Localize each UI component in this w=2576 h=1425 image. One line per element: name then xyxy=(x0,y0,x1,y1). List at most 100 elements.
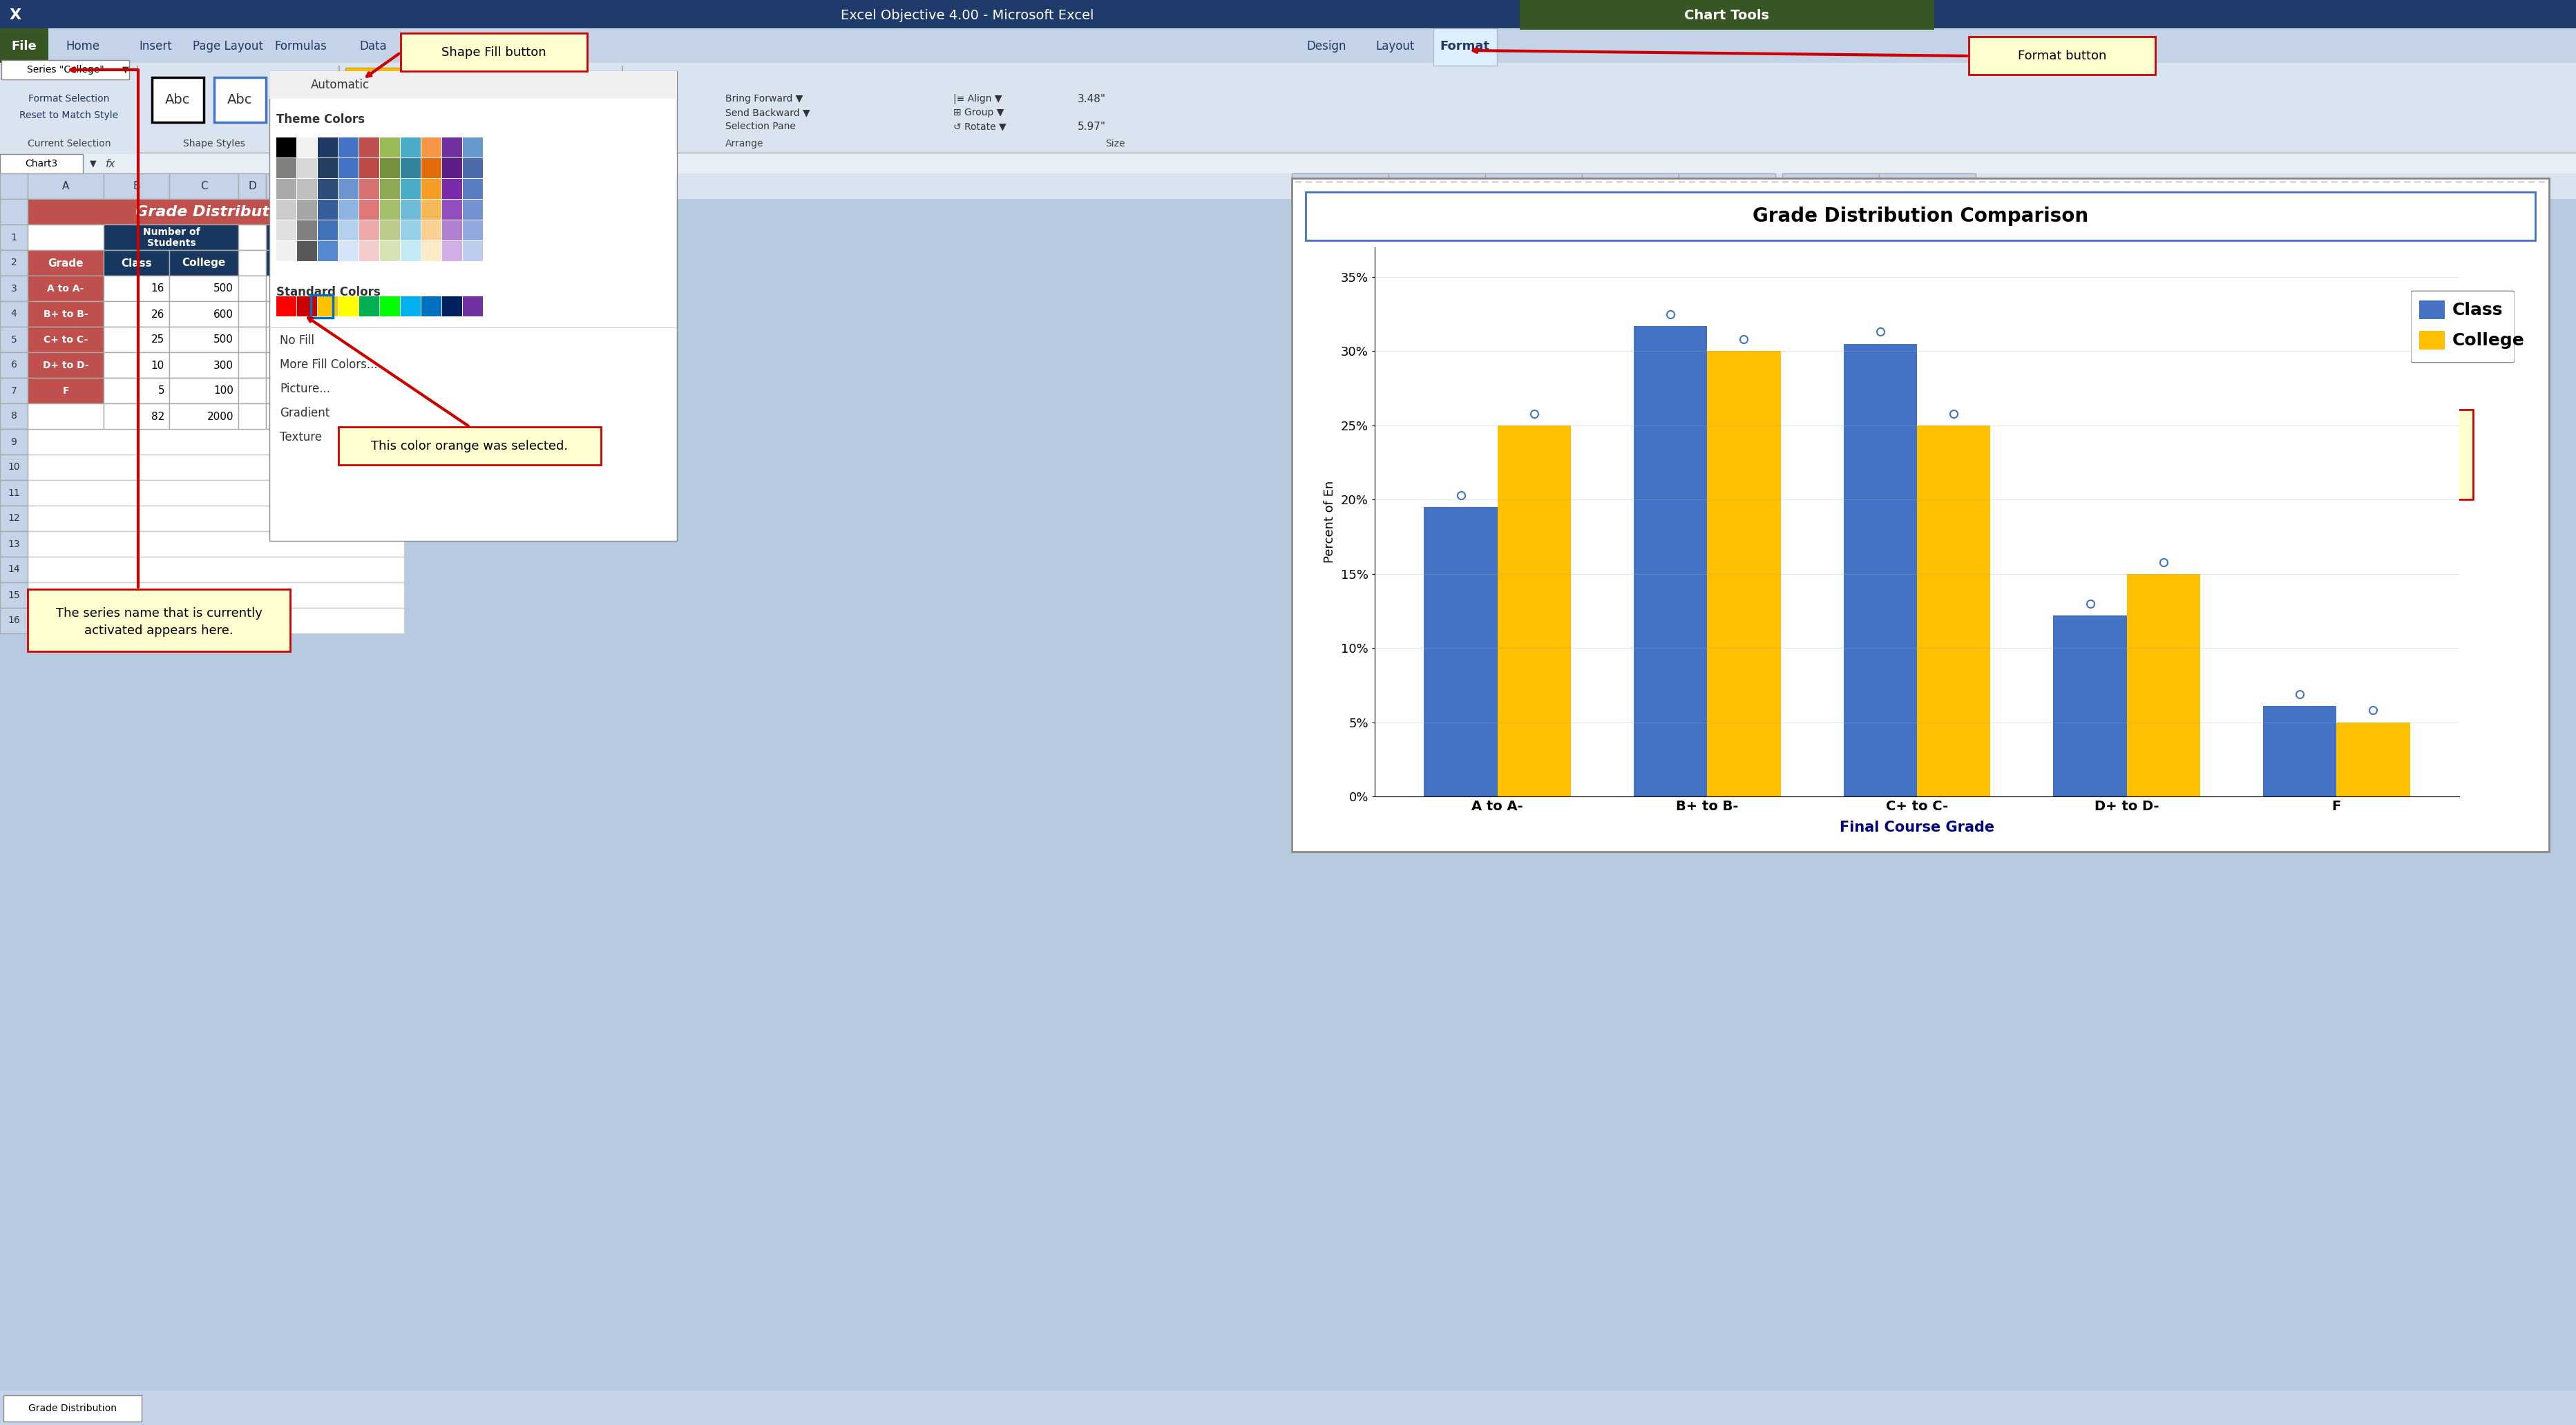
Bar xyxy=(1917,426,1989,797)
Text: O: O xyxy=(1826,181,1834,192)
Bar xyxy=(1484,249,1582,275)
Bar xyxy=(1484,301,1582,326)
Bar xyxy=(1878,608,1976,633)
Bar xyxy=(103,275,170,301)
Bar xyxy=(0,249,28,275)
Bar xyxy=(1633,326,1708,797)
Bar xyxy=(265,174,337,200)
Bar xyxy=(276,200,296,219)
Text: activated appears here.: activated appears here. xyxy=(85,624,234,637)
Bar xyxy=(296,158,317,178)
Bar xyxy=(265,225,404,249)
Text: ⊞ Group ▼: ⊞ Group ▼ xyxy=(953,108,1005,117)
Text: Reset to Match Style: Reset to Match Style xyxy=(21,111,118,120)
Bar xyxy=(443,221,461,241)
Bar xyxy=(1582,200,1677,225)
Text: X: X xyxy=(10,9,21,23)
Bar xyxy=(1582,326,1677,352)
Bar xyxy=(1484,275,1582,301)
Bar xyxy=(0,28,2576,64)
Bar xyxy=(1582,583,1677,608)
Bar xyxy=(28,225,131,249)
Bar xyxy=(1783,352,1878,378)
Bar xyxy=(1291,557,1388,583)
Text: Grade: Grade xyxy=(49,258,82,268)
Bar xyxy=(337,352,404,378)
Text: E: E xyxy=(299,181,307,192)
Bar xyxy=(1291,178,2548,852)
Bar xyxy=(1878,301,1976,326)
Bar xyxy=(464,221,482,241)
Bar xyxy=(1582,557,1677,583)
Bar xyxy=(1582,249,1677,275)
Bar xyxy=(28,174,103,200)
Text: Class: Class xyxy=(121,258,152,268)
Text: Design: Design xyxy=(1306,40,1345,53)
Text: Insert: Insert xyxy=(139,40,173,53)
Bar xyxy=(296,221,317,241)
Bar xyxy=(1677,225,1775,249)
Text: Chart3: Chart3 xyxy=(26,158,57,168)
Text: Colleg: Colleg xyxy=(353,258,389,268)
Bar xyxy=(2053,616,2125,797)
Text: Format Selection: Format Selection xyxy=(28,94,111,104)
Bar xyxy=(28,557,404,583)
Bar xyxy=(265,326,337,352)
Bar xyxy=(103,225,237,249)
Text: Series "College": Series "College" xyxy=(26,66,103,74)
Bar xyxy=(1677,506,1775,532)
Bar xyxy=(1677,200,1775,225)
Text: 10: 10 xyxy=(8,463,21,472)
Bar xyxy=(1878,583,1976,608)
Bar xyxy=(265,403,404,429)
Text: C+ to C-: C+ to C- xyxy=(44,335,88,345)
Bar xyxy=(0,225,28,249)
Bar xyxy=(1783,506,1878,532)
Text: Arrange: Arrange xyxy=(726,138,762,148)
Bar xyxy=(464,296,482,316)
Bar xyxy=(1677,275,1775,301)
Bar xyxy=(1878,403,1976,429)
Text: 25.0: 25.0 xyxy=(376,284,399,294)
Bar xyxy=(0,63,139,154)
Bar xyxy=(1388,275,1484,301)
Bar xyxy=(337,158,358,178)
Bar xyxy=(1783,378,1878,403)
Text: ↺ Rotate ▼: ↺ Rotate ▼ xyxy=(953,121,1007,131)
Text: 500: 500 xyxy=(214,284,234,294)
Bar xyxy=(1291,200,1388,225)
Bar xyxy=(28,378,103,403)
Bar xyxy=(1484,532,1582,557)
Bar xyxy=(237,275,265,301)
Text: 9: 9 xyxy=(10,437,18,446)
Text: Abc: Abc xyxy=(227,94,252,107)
Bar xyxy=(345,68,474,91)
Bar xyxy=(1291,352,1388,378)
Text: Size: Size xyxy=(1105,138,1126,148)
Bar xyxy=(337,378,404,403)
Text: Automatic: Automatic xyxy=(312,78,368,91)
Bar xyxy=(1291,403,1388,429)
Text: |≡ Align ▼: |≡ Align ▼ xyxy=(953,94,1002,104)
Bar xyxy=(0,480,28,506)
Bar xyxy=(358,221,379,241)
Bar xyxy=(1388,326,1484,352)
Bar xyxy=(337,180,358,200)
Bar xyxy=(358,200,379,219)
Bar xyxy=(0,583,28,608)
Bar xyxy=(358,137,379,158)
Text: Clicking a bar one time: Clicking a bar one time xyxy=(2251,430,2396,443)
Bar xyxy=(28,429,404,455)
Bar xyxy=(237,225,265,249)
Bar xyxy=(1484,200,1582,225)
Bar xyxy=(1582,506,1677,532)
FancyBboxPatch shape xyxy=(2411,291,2514,362)
Bar xyxy=(170,403,237,429)
Bar xyxy=(28,608,404,633)
Bar xyxy=(1291,583,1388,608)
Text: Bring Forward ▼: Bring Forward ▼ xyxy=(726,94,804,104)
Bar xyxy=(0,429,28,455)
Bar xyxy=(1783,403,1878,429)
Text: 14: 14 xyxy=(8,564,21,574)
Bar xyxy=(1582,480,1677,506)
